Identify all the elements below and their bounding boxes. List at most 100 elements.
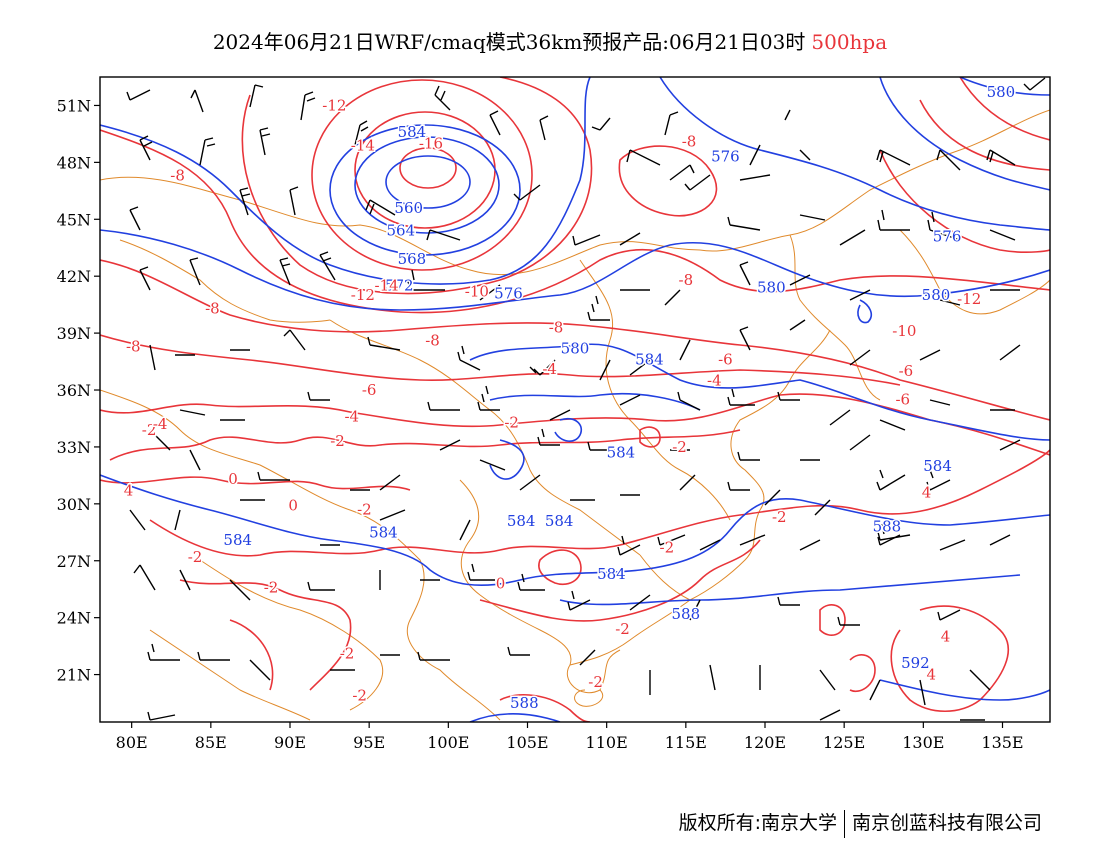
- temperature-contour-label: -2: [188, 548, 203, 566]
- title-pressure-level: 500hpa: [811, 30, 888, 54]
- lon-tick-label: 80E: [116, 733, 148, 752]
- temperature-contour-label: -8: [170, 167, 185, 185]
- temperature-contour-label: -8: [679, 271, 694, 289]
- temperature-contour-label: 4: [926, 666, 936, 684]
- height-contour-label: 584: [369, 523, 398, 541]
- height-contour-label: 584: [607, 444, 636, 462]
- lon-tick-label: 110E: [586, 733, 628, 752]
- height-contour-label: 584: [545, 512, 574, 530]
- height-contour-label: 572: [385, 277, 414, 295]
- lat-tick-label: 39N: [57, 324, 91, 343]
- height-contour-label: 584: [635, 351, 664, 369]
- height-contour-label: 584: [223, 531, 252, 549]
- temperature-contour-label: -14: [375, 277, 399, 295]
- copyright-footer: 版权所有:南京大学 南京创蓝科技有限公司: [679, 808, 1042, 838]
- temperature-contour-label: -2: [142, 421, 157, 439]
- height-contour-label: 576: [711, 148, 740, 166]
- temperature-contour-label: -2: [340, 645, 355, 663]
- wind-barbs: [126, 77, 1046, 721]
- lon-tick-label: 90E: [274, 733, 306, 752]
- temperature-contour-label: -2: [660, 538, 675, 556]
- lon-tick-label: 115E: [665, 733, 707, 752]
- temperature-contour-label: -12: [322, 96, 346, 114]
- temperature-contour-label: -6: [895, 391, 910, 409]
- footer-divider: [843, 809, 845, 838]
- copyright-company: 南京创蓝科技有限公司: [851, 812, 1042, 834]
- temperature-contour-label: -4: [542, 360, 557, 378]
- lat-tick-label: 24N: [57, 609, 91, 628]
- height-contour-label: 568: [398, 250, 427, 268]
- lon-tick-label: 85E: [195, 733, 227, 752]
- height-contour-label: 584: [923, 457, 952, 475]
- temperature-contour-label: -10: [465, 282, 489, 300]
- temperature-contour-label: -8: [126, 337, 141, 355]
- lat-tick-label: 45N: [57, 210, 91, 229]
- temperature-contour-label: 0: [288, 497, 298, 515]
- height-contour-label: 588: [510, 694, 539, 712]
- temperature-contour-label: -6: [899, 362, 914, 380]
- height-contours: [100, 77, 1050, 722]
- lat-tick-label: 42N: [57, 267, 91, 286]
- height-contour-label: 564: [387, 222, 416, 240]
- title-main: 2024年06月21日WRF/cmaq模式36km预报产品:06月21日03时: [212, 30, 806, 54]
- lon-tick-label: 130E: [902, 733, 944, 752]
- height-contour-label: 592: [901, 654, 930, 672]
- height-contour-label: 580: [561, 339, 590, 357]
- lon-tick-label: 125E: [823, 733, 865, 752]
- temperature-contour-label: -2: [330, 432, 345, 450]
- temperature-contour-label: -2: [504, 413, 519, 431]
- temperature-contour-label: 0: [496, 575, 506, 593]
- temperature-contour-label: 4: [124, 482, 134, 500]
- map-title: 2024年06月21日WRF/cmaq模式36km预报产品:06月21日03时 5…: [0, 26, 1100, 55]
- height-contour-label: 584: [507, 512, 536, 530]
- height-contour-label: 584: [597, 565, 626, 583]
- lat-tick-label: 30N: [57, 495, 91, 514]
- height-contour-label: 588: [672, 605, 701, 623]
- temperature-contour-label: -2: [352, 686, 367, 704]
- map-frame: [99, 76, 1051, 723]
- temperature-contour-label: -8: [549, 318, 564, 336]
- temperature-contour-label: -2: [772, 508, 787, 526]
- temperature-contour-label: -6: [718, 351, 733, 369]
- lon-tick-label: 135E: [981, 733, 1023, 752]
- temperature-contour-label: -2: [357, 501, 372, 519]
- lat-tick-label: 36N: [57, 381, 91, 400]
- height-contour-label: 584: [398, 123, 427, 141]
- height-contour-label: 576: [933, 227, 962, 245]
- copyright-owner: 版权所有:南京大学: [678, 812, 837, 834]
- height-contour-label: 576: [494, 284, 523, 302]
- temperature-contour-label: -4: [344, 408, 359, 426]
- lat-tick-label: 48N: [57, 153, 91, 172]
- temperature-contour-label: -12: [351, 286, 375, 304]
- temperature-contour-label: -2: [588, 673, 603, 691]
- temperature-contour-label: -8: [425, 332, 440, 350]
- temperature-contour-label: -12: [957, 290, 981, 308]
- lat-tick-label: 21N: [57, 666, 91, 685]
- longitude-axis: 80E 85E 90E 95E 100E 105E 110E 115E 120E 125E 130E…: [116, 722, 1024, 752]
- latitude-axis: 51N 48N 45N 42N 39N 36N 33N 30N 27N 24N 21N: [57, 96, 100, 685]
- temperature-contour-label: -2: [264, 578, 279, 596]
- temperature-contour-label: -6: [362, 381, 377, 399]
- temperature-contour-label: -2: [672, 438, 687, 456]
- temperature-contour-label: -8: [682, 133, 697, 151]
- lat-tick-label: 51N: [57, 96, 91, 115]
- height-contour-label: 560: [394, 199, 423, 217]
- height-contour-label: 580: [987, 83, 1016, 101]
- coastline-boundaries: [100, 109, 1050, 721]
- lat-tick-label: 27N: [57, 552, 91, 571]
- temperature-label-layer: -12-14 -16-8-8-14-12 -10-8-8 -8-8-8-12-10-6…: [122, 95, 983, 706]
- temperature-contour-label: -14: [351, 136, 375, 154]
- temperature-contour-label: 4: [941, 628, 951, 646]
- temperature-contour-label: -16: [419, 134, 443, 152]
- temperature-contour-label: 4: [922, 483, 932, 501]
- temperature-contour-label: -4: [707, 372, 722, 390]
- temperature-contour-label: -8: [205, 299, 220, 317]
- height-contour-label: 580: [922, 286, 951, 304]
- height-contour-label: 580: [757, 279, 786, 297]
- temperature-contour-label: -2: [615, 620, 630, 638]
- lat-tick-label: 33N: [57, 438, 91, 457]
- lon-tick-label: 105E: [506, 733, 548, 752]
- height-contour-label: 588: [873, 518, 902, 536]
- temperature-contour-label: -4: [153, 415, 168, 433]
